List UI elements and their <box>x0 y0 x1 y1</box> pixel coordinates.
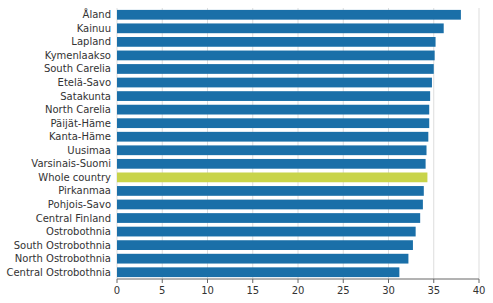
tick-mark <box>388 279 389 283</box>
bar <box>117 145 427 155</box>
bar <box>117 37 436 47</box>
bar <box>117 23 444 33</box>
bar <box>117 240 413 250</box>
category-label: North Ostrobothnia <box>15 253 111 264</box>
grid-line <box>433 8 434 279</box>
tick-label: 35 <box>427 285 440 296</box>
bars <box>117 10 461 277</box>
bar <box>117 267 399 277</box>
bar <box>117 132 428 142</box>
category-label: Uusimaa <box>67 145 111 156</box>
grid-line <box>162 8 163 279</box>
bar <box>117 213 420 223</box>
tick-label: 25 <box>337 285 350 296</box>
category-label: Etelä-Savo <box>58 77 111 88</box>
grid-line <box>479 8 480 279</box>
bar <box>117 254 408 264</box>
tick-label: 10 <box>201 285 214 296</box>
tick-mark <box>479 279 480 283</box>
bar <box>117 118 429 128</box>
category-label: Kymenlaakso <box>45 50 111 61</box>
category-label: Kainuu <box>77 23 111 34</box>
category-label: North Carelia <box>45 104 111 115</box>
bar <box>117 64 434 74</box>
category-label: Ostrobothnia <box>46 226 111 237</box>
bar <box>117 186 424 196</box>
tick-mark <box>433 279 434 283</box>
bar <box>117 51 435 61</box>
tick-mark <box>207 279 208 283</box>
tick-mark <box>162 279 163 283</box>
bar <box>117 105 429 115</box>
tick-mark <box>343 279 344 283</box>
grid <box>117 8 479 279</box>
category-label: Päijät-Häme <box>51 118 111 129</box>
category-labels: Åland Kainuu Lapland Kymenlaakso South Carel… <box>6 8 111 277</box>
bar <box>117 172 427 182</box>
bar <box>117 200 423 210</box>
tick-label: 20 <box>292 285 305 296</box>
bar <box>117 91 430 101</box>
tick-label: 15 <box>246 285 259 296</box>
category-label: Whole country <box>38 172 111 183</box>
grid-line <box>117 8 118 279</box>
tick-label: 0 <box>114 285 120 296</box>
tick-label: 40 <box>473 285 486 296</box>
bar <box>117 159 426 169</box>
bar <box>117 227 416 237</box>
category-label: South Carelia <box>44 63 111 74</box>
tick-mark <box>298 279 299 283</box>
chart: Åland Kainuu Lapland Kymenlaakso South Carel… <box>0 0 493 303</box>
bar <box>117 78 432 88</box>
grid-line <box>298 8 299 279</box>
grid-line <box>207 8 208 279</box>
category-label: Lapland <box>71 36 111 47</box>
grid-line <box>343 8 344 279</box>
tick-label: 30 <box>382 285 395 296</box>
category-label: Pohjois-Savo <box>48 199 111 210</box>
category-label: Central Ostrobothnia <box>6 267 111 278</box>
category-label: Central Finland <box>36 213 111 224</box>
category-label: Pirkanmaa <box>58 185 111 196</box>
tick-mark <box>117 279 118 283</box>
category-label: Varsinais-Suomi <box>31 158 111 169</box>
category-label: Satakunta <box>60 91 111 102</box>
category-label: Åland <box>83 8 111 20</box>
category-label: South Ostrobothnia <box>14 240 111 251</box>
grid-line <box>388 8 389 279</box>
tick-label: 5 <box>159 285 165 296</box>
bar <box>117 10 461 20</box>
category-label: Kanta-Häme <box>49 131 111 142</box>
grid-line <box>252 8 253 279</box>
x-axis: 0 5 10 15 20 25 30 35 40 <box>114 279 486 296</box>
tick-mark <box>252 279 253 283</box>
